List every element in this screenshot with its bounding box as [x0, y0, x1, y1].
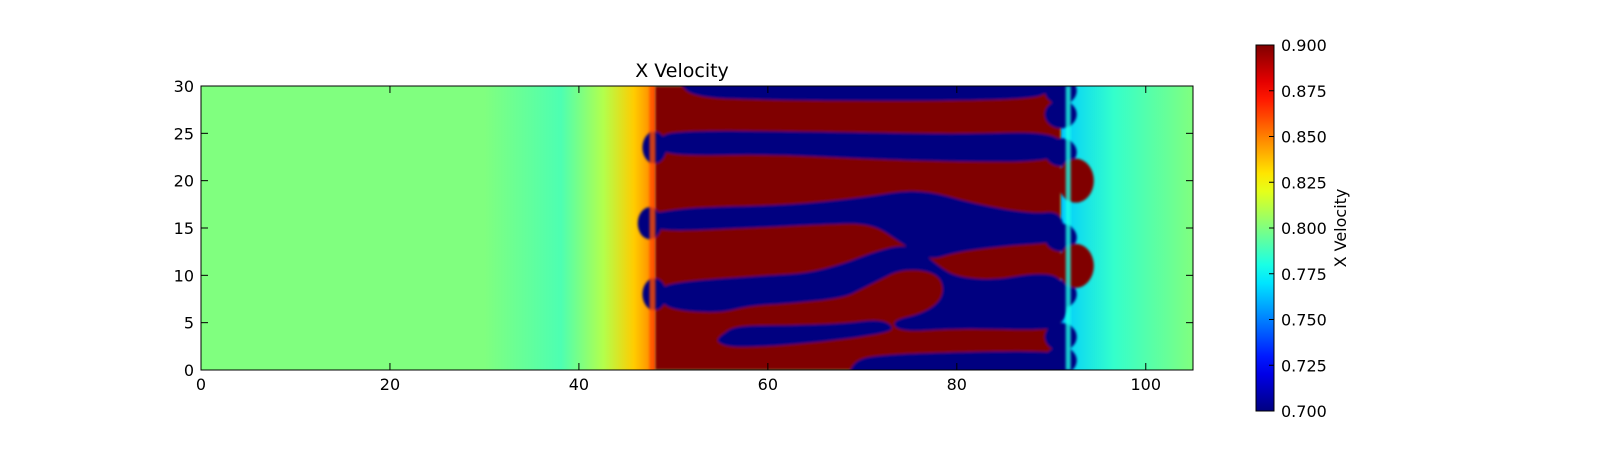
heatmap-plot-area: [200, 85, 1194, 371]
low-velocity-finger-6: [850, 351, 1071, 370]
downstream-red-lobe-1: [1057, 243, 1094, 288]
interface-edge-left: [649, 86, 656, 370]
interface-halo: [649, 86, 1071, 370]
x-tick-label: 20: [380, 375, 400, 394]
y-tick-label: 30: [174, 77, 194, 96]
colorbar-tick-label: 0.775: [1281, 265, 1327, 284]
low-velocity-finger-5: [717, 320, 892, 347]
x-axis: 0 20 40 60 80 100: [196, 86, 1161, 394]
downstream-blue-lobe-7: [1044, 86, 1077, 105]
y-axis: 0 5 10 15 20 25 30: [174, 77, 1193, 380]
downstream-blue-lobe-2: [1044, 322, 1077, 351]
y-tick-label: 10: [174, 266, 194, 285]
upstream-gradient: [484, 86, 655, 370]
colorbar-tick-label: 0.825: [1281, 173, 1327, 192]
x-tick-label: 40: [569, 375, 589, 394]
colorbar-tick-label: 0.700: [1281, 402, 1327, 421]
downstream-gradient: [1060, 86, 1193, 370]
colorbar-tick-label: 0.725: [1281, 356, 1327, 375]
y-tick-label: 20: [174, 172, 194, 191]
colorbar-tick-label: 0.875: [1281, 82, 1327, 101]
low-velocity-finger-4: [659, 246, 1068, 331]
downstream-red-lobe-2: [1057, 158, 1094, 203]
y-tick-label: 25: [174, 124, 194, 143]
y-tick-label: 0: [184, 361, 194, 380]
low-velocity-finger-1: [682, 86, 1052, 101]
x-tick-label: 0: [196, 375, 206, 394]
colorbar-tick-label: 0.750: [1281, 311, 1327, 330]
colorbar-ticks: 0.700 0.725 0.750 0.775 0.800 0.825 0.850 0.875…: [1269, 36, 1327, 421]
x-tick-label: 80: [947, 375, 967, 394]
colorbar-tick-label: 0.900: [1281, 36, 1327, 55]
colorbar-tick-label: 0.800: [1281, 219, 1327, 238]
colorbar-tick-label: 0.850: [1281, 128, 1327, 147]
y-tick-label: 15: [174, 219, 194, 238]
interface-edge-right: [1065, 86, 1071, 370]
colorbar: 0.700 0.725 0.750 0.775 0.800 0.825 0.850 0.875…: [1255, 36, 1350, 421]
colorbar-label: X Velocity: [1331, 189, 1350, 268]
x-tick-label: 100: [1130, 375, 1161, 394]
velocity-field: [201, 86, 1193, 370]
x-tick-label: 60: [758, 375, 778, 394]
finger-region: [637, 86, 1094, 370]
low-velocity-finger-2: [657, 130, 1062, 162]
low-velocity-finger-3: [653, 191, 1064, 258]
chart-title: X Velocity: [635, 60, 729, 82]
y-tick-label: 5: [184, 314, 194, 333]
